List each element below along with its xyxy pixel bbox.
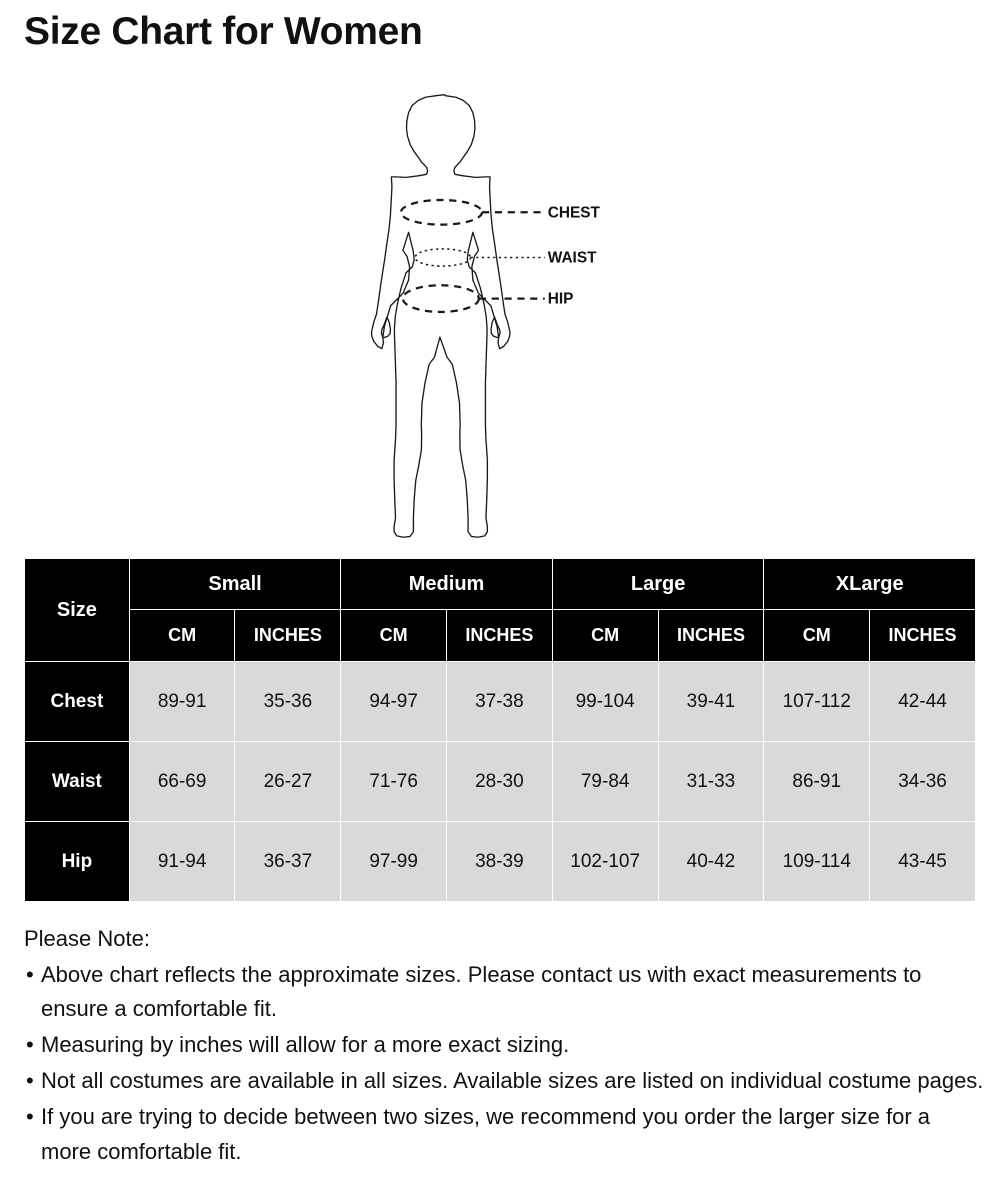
svg-text:HIP: HIP [548, 291, 574, 308]
svg-text:WAIST: WAIST [548, 250, 597, 267]
svg-text:CHEST: CHEST [548, 204, 601, 221]
